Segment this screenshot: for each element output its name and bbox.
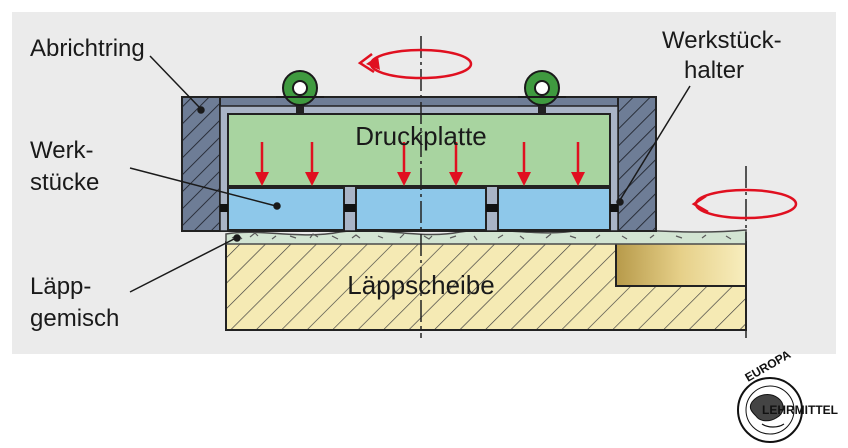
leader-lines	[129, 55, 691, 293]
europa-lehrmittel-logo: EUROPA LEHRMITTEL	[737, 347, 838, 443]
dressing-ring-left	[181, 96, 221, 232]
workpiece	[497, 187, 611, 231]
label-werkstuecke-line1: Werk-	[30, 137, 94, 164]
lifting-eye-right	[518, 70, 566, 114]
label-werkstueckhalter-line2: halter	[684, 57, 744, 84]
logo-side-text: LEHRMITTEL	[762, 403, 838, 417]
pressure-plate	[227, 113, 611, 187]
label-laeppscheibe: Läppscheibe	[347, 270, 494, 300]
dressing-ring-right	[617, 96, 657, 232]
label-werkstueckhalter-line1: Werkstück-	[662, 27, 782, 54]
workpiece	[227, 187, 345, 231]
label-laeppgemisch-line1: Läpp-	[30, 273, 91, 300]
workpieces	[220, 187, 618, 231]
disc-bore	[615, 241, 747, 287]
force-arrows	[255, 142, 585, 186]
label-druckplatte: Druckplatte	[355, 121, 487, 151]
rotation-arrow-holder	[357, 48, 473, 80]
label-abrichtring: Abrichtring	[30, 35, 145, 62]
rotation-arrow-disc	[691, 188, 798, 220]
label-laeppgemisch-line2: gemisch	[30, 305, 119, 332]
label-werkstuecke-line2: stücke	[30, 169, 99, 196]
lifting-eye-left	[276, 70, 324, 114]
